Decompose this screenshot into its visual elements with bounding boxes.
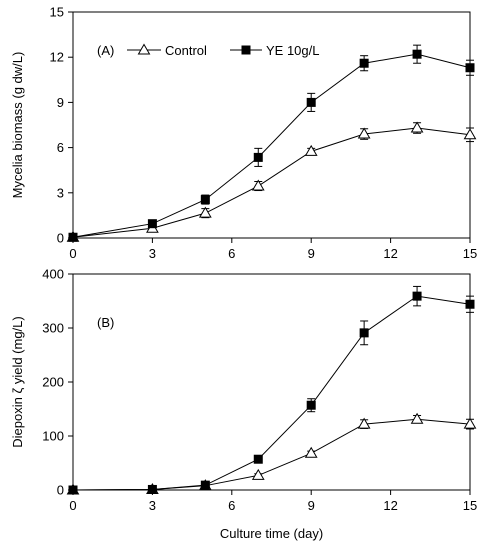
- series-line-control: [72, 418, 471, 491]
- x-tick-label: 3: [149, 246, 156, 261]
- x-tick-label: 3: [149, 498, 156, 513]
- y-tick-label: 100: [42, 429, 64, 444]
- legend-label-control: Control: [165, 43, 207, 58]
- series-line-ye: [72, 53, 471, 238]
- data-point-control: [251, 468, 265, 480]
- data-point-ye: [359, 58, 369, 68]
- x-tick-label: 12: [383, 498, 397, 513]
- data-point-ye: [200, 195, 210, 205]
- data-point-control: [357, 127, 371, 139]
- data-point-control: [463, 417, 477, 429]
- x-tick-label: 0: [69, 498, 76, 513]
- data-point-ye: [465, 63, 475, 73]
- x-tick-label: 12: [383, 246, 397, 261]
- series-control: [66, 412, 477, 495]
- y-tick-label: 9: [57, 95, 64, 110]
- data-point-ye: [412, 291, 422, 301]
- legend-marker-ye: [241, 45, 251, 55]
- panel-a: 0 3 6 9 12 15 0 3 6 9 12 15 Mycelia biomass (g dw/L)…: [10, 5, 477, 262]
- legend: Control YE 10g/L: [127, 43, 320, 58]
- y-tick-label: 15: [50, 5, 64, 20]
- data-point-control: [410, 121, 424, 133]
- data-point-ye: [200, 480, 210, 490]
- data-point-control: [251, 179, 265, 191]
- data-point-ye: [68, 232, 78, 242]
- x-tick-label: 6: [228, 246, 235, 261]
- data-point-control: [304, 446, 318, 458]
- x-tick-label: 9: [308, 246, 315, 261]
- data-point-ye: [359, 328, 369, 338]
- data-point-control: [463, 128, 477, 140]
- y-tick-label: 400: [42, 267, 64, 282]
- data-point-ye: [412, 49, 422, 59]
- series-ye: [68, 285, 475, 495]
- y-tick-label: 200: [42, 375, 64, 390]
- x-tick-label: 9: [308, 498, 315, 513]
- y-tick-label: 0: [57, 231, 64, 246]
- y-tick-label: 0: [57, 483, 64, 498]
- series-ye: [68, 44, 475, 242]
- data-point-ye: [253, 152, 263, 162]
- panel-b: 0 3 6 9 12 15 0 100 200 300 400 Diepoxin ζ yield (m…: [10, 267, 477, 542]
- plot-frame: [72, 273, 471, 491]
- panel-label: (A): [97, 43, 114, 58]
- data-point-ye: [306, 97, 316, 107]
- panel-label: (B): [97, 315, 114, 330]
- data-point-control: [198, 206, 212, 218]
- x-tick-label: 6: [228, 498, 235, 513]
- plot-frame: [72, 11, 471, 239]
- series-line-ye: [72, 295, 471, 491]
- y-axis-label: Mycelia biomass (g dw/L): [10, 52, 25, 199]
- y-tick-label: 6: [57, 140, 64, 155]
- x-tick-label: 15: [463, 246, 477, 261]
- x-tick-label: 0: [69, 246, 76, 261]
- data-point-control: [357, 417, 371, 429]
- series-control: [66, 121, 477, 242]
- legend-label-ye: YE 10g/L: [266, 43, 320, 58]
- data-point-ye: [68, 485, 78, 495]
- data-point-ye: [147, 484, 157, 494]
- data-point-control: [304, 144, 318, 156]
- data-point-ye: [465, 299, 475, 309]
- x-axis-label: Culture time (day): [220, 526, 323, 541]
- legend-marker-control: [137, 43, 151, 55]
- x-tick-label: 15: [463, 498, 477, 513]
- y-tick-label: 3: [57, 185, 64, 200]
- series-line-control: [72, 127, 471, 238]
- data-point-control: [410, 412, 424, 424]
- data-point-ye: [306, 400, 316, 410]
- y-tick-label: 12: [50, 50, 64, 65]
- data-point-ye: [253, 454, 263, 464]
- data-point-ye: [147, 219, 157, 229]
- y-axis-label: Diepoxin ζ yield (mg/L): [10, 316, 25, 447]
- y-tick-label: 300: [42, 321, 64, 336]
